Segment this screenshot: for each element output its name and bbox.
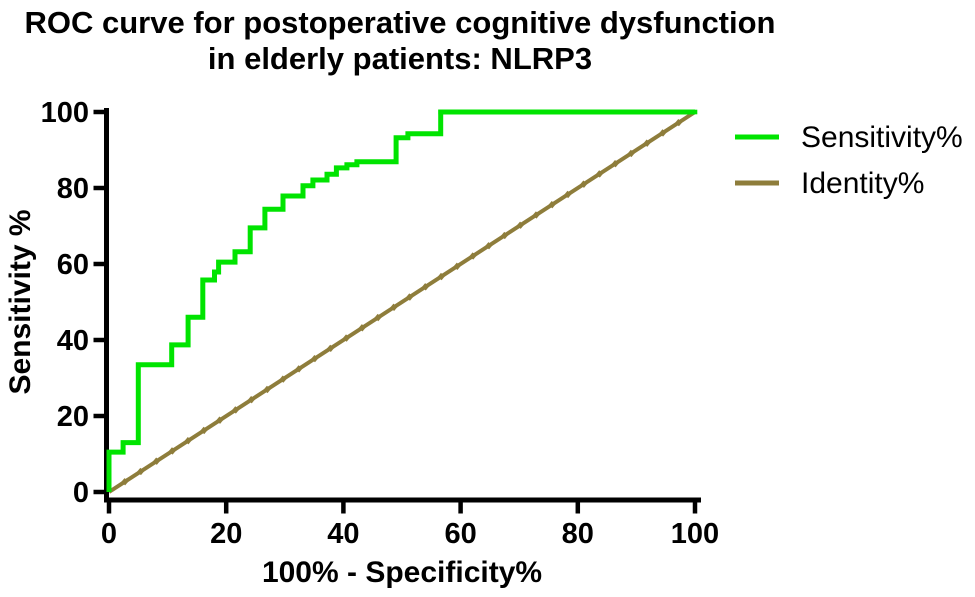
y-tick-label: 60 bbox=[57, 249, 89, 281]
identity-marker bbox=[342, 334, 350, 342]
identity-marker bbox=[374, 313, 382, 322]
x-axis-title: 100% - Specificity% bbox=[262, 556, 542, 589]
identity-marker bbox=[231, 406, 240, 414]
legend-identity-label: Identity% bbox=[801, 167, 924, 200]
identity-marker bbox=[247, 395, 256, 404]
identity-marker bbox=[311, 354, 319, 363]
identity-marker bbox=[168, 447, 176, 455]
identity-marker bbox=[611, 160, 619, 168]
identity-marker bbox=[136, 467, 145, 476]
sensitivity-curve-markers bbox=[438, 109, 698, 115]
sensitivity-marker bbox=[486, 109, 491, 115]
identity-marker bbox=[295, 365, 303, 373]
identity-marker bbox=[516, 221, 525, 229]
identity-marker bbox=[200, 426, 208, 435]
identity-marker bbox=[216, 416, 224, 424]
sensitivity-marker bbox=[581, 109, 587, 115]
sensitivity-marker bbox=[613, 109, 618, 115]
sensitivity-marker bbox=[438, 109, 443, 115]
chart-title-line1: ROC curve for postoperative cognitive dy… bbox=[24, 5, 775, 40]
identity-marker bbox=[184, 437, 192, 445]
identity-marker bbox=[595, 170, 604, 178]
identity-marker bbox=[390, 303, 398, 311]
y-tick-label: 0 bbox=[73, 477, 89, 509]
y-tick-labels: 0 20 40 60 80 100 bbox=[41, 97, 89, 509]
sensitivity-marker bbox=[660, 109, 666, 115]
y-tick-label: 100 bbox=[41, 97, 89, 129]
x-ticks bbox=[106, 500, 698, 514]
sensitivity-marker bbox=[501, 109, 507, 115]
chart-title-line2: in elderly patients: NLRP3 bbox=[208, 41, 592, 76]
identity-marker bbox=[659, 129, 667, 137]
x-tick-label: 0 bbox=[101, 518, 117, 550]
x-tick-label: 80 bbox=[562, 518, 594, 550]
identity-marker bbox=[627, 149, 635, 158]
sensitivity-marker bbox=[454, 109, 459, 115]
x-tick-label: 40 bbox=[327, 518, 359, 550]
sensitivity-marker bbox=[629, 109, 634, 115]
x-tick-label: 100 bbox=[671, 518, 719, 550]
x-tick-label: 60 bbox=[444, 518, 476, 550]
sensitivity-marker bbox=[676, 109, 682, 115]
y-axis-title: Sensitivity % bbox=[4, 209, 37, 394]
legend: Sensitivity% Identity% bbox=[735, 121, 963, 200]
sensitivity-curve bbox=[106, 109, 695, 492]
identity-marker bbox=[548, 201, 556, 209]
legend-sensitivity-label: Sensitivity% bbox=[801, 121, 963, 154]
identity-marker bbox=[674, 118, 683, 127]
y-ticks bbox=[93, 109, 106, 495]
sensitivity-marker bbox=[517, 109, 523, 115]
sensitivity-marker bbox=[597, 109, 602, 115]
identity-line-markers bbox=[121, 118, 683, 486]
sensitivity-marker bbox=[533, 109, 539, 115]
identity-marker bbox=[263, 385, 271, 394]
identity-marker bbox=[532, 211, 540, 219]
sensitivity-marker bbox=[692, 109, 698, 115]
identity-marker bbox=[421, 283, 430, 291]
identity-marker bbox=[500, 231, 509, 240]
identity-marker bbox=[579, 180, 588, 188]
identity-marker bbox=[453, 262, 461, 270]
sensitivity-marker bbox=[470, 109, 475, 115]
sensitivity-marker bbox=[565, 109, 571, 115]
identity-marker bbox=[152, 457, 161, 465]
identity-marker bbox=[485, 242, 493, 250]
identity-marker bbox=[643, 139, 651, 147]
identity-marker bbox=[469, 252, 477, 260]
identity-marker bbox=[405, 293, 414, 301]
identity-marker bbox=[564, 190, 572, 199]
identity-marker bbox=[358, 324, 366, 332]
identity-marker bbox=[121, 478, 129, 486]
y-tick-label: 40 bbox=[57, 325, 89, 357]
x-tick-labels: 0 20 40 60 80 100 bbox=[101, 518, 719, 550]
x-tick-label: 20 bbox=[210, 518, 242, 550]
sensitivity-marker bbox=[645, 109, 650, 115]
y-tick-label: 80 bbox=[57, 173, 89, 205]
y-tick-label: 20 bbox=[57, 401, 89, 433]
identity-line bbox=[107, 110, 697, 494]
identity-marker bbox=[279, 375, 287, 383]
identity-marker bbox=[326, 344, 335, 353]
sensitivity-marker bbox=[549, 109, 555, 115]
identity-marker bbox=[437, 272, 445, 281]
